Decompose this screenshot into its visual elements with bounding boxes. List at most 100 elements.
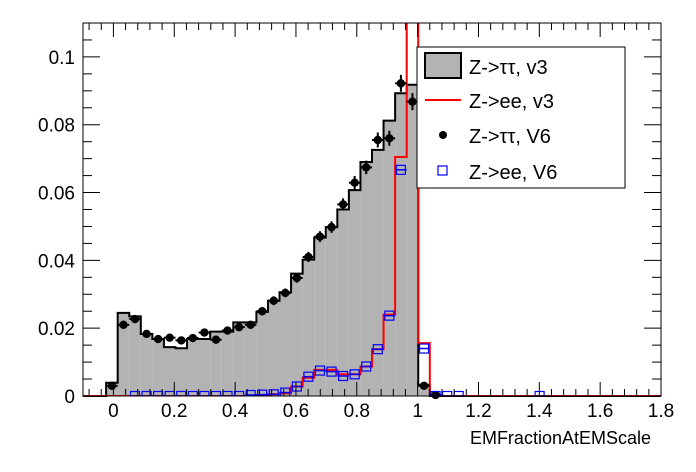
x-tick-label: 0.4 (222, 401, 249, 422)
hist-bar (256, 311, 268, 396)
legend-label: Z->ee, V6 (469, 162, 557, 184)
data-point-square (291, 381, 302, 392)
data-point-square (199, 390, 210, 396)
data-point-square (453, 390, 464, 396)
data-point (350, 178, 359, 187)
legend-swatch-square (437, 165, 448, 176)
hist-bar (383, 120, 396, 397)
hist-bar (302, 259, 315, 396)
hist-bar (117, 312, 130, 396)
hist-bar (244, 322, 257, 396)
hist-bar (372, 149, 384, 396)
data-point (130, 314, 140, 324)
hist-bar (406, 84, 419, 397)
data-point-square (361, 361, 372, 372)
y-tick-label: 0.04 (38, 251, 75, 272)
hist-bar (360, 162, 372, 396)
data-point (292, 273, 302, 283)
axes: 0 0.2 0.4 0.6 0.8 1 1.2 1.4 1.6 1.8 0 0.02 0.04 0.06 0… (38, 22, 674, 422)
hist-bar (210, 331, 222, 396)
data-point-square (384, 310, 395, 321)
legend-swatch-dot (439, 131, 447, 139)
data-point-square (233, 390, 245, 396)
hist-bar (198, 339, 211, 396)
data-point (165, 333, 174, 342)
data-point (246, 320, 255, 329)
x-tick-label: 0 (108, 401, 119, 422)
legend-label: Z->ττ, V6 (469, 126, 551, 148)
data-point-square (372, 344, 383, 355)
hist-bar (129, 316, 141, 396)
data-point-square (129, 390, 141, 396)
hist-bar (314, 237, 326, 396)
data-point-square (153, 390, 164, 396)
hist-bar (325, 227, 338, 396)
data-point (153, 334, 163, 344)
data-point (373, 135, 382, 145)
hist-bar (337, 209, 349, 396)
data-point-square (257, 389, 268, 396)
data-point-square (395, 164, 406, 175)
y-tick-label: 0.06 (38, 184, 75, 205)
data-point (362, 163, 371, 172)
data-point-square (349, 369, 360, 380)
data-point (385, 134, 394, 143)
hist-bar (267, 300, 280, 396)
x-tick-label: 1.8 (648, 401, 674, 422)
data-point-square (176, 390, 187, 396)
data-point-square (245, 389, 256, 396)
hist-bar (163, 347, 176, 396)
hist-bar (418, 384, 430, 396)
data-point-square (210, 390, 222, 396)
y-tick-label: 0.02 (38, 319, 75, 340)
data-point-square (430, 390, 441, 396)
data-point (142, 329, 151, 339)
data-point (257, 307, 267, 316)
data-point-square (418, 343, 430, 354)
data-point (315, 232, 325, 241)
x-tick-label: 0.8 (344, 401, 370, 422)
y-tick-label: 0 (64, 387, 75, 408)
data-point-square (164, 390, 175, 396)
x-tick-label: 1.4 (526, 401, 553, 422)
x-tick-label: 0.2 (161, 401, 187, 422)
data-point-square (303, 371, 314, 382)
data-point-square (222, 390, 233, 396)
data-point (211, 335, 221, 344)
data-point-square (280, 387, 291, 396)
x-tick-label: 1 (412, 401, 423, 422)
data-point-square (141, 390, 152, 396)
data-point (107, 381, 117, 391)
hist-bar (221, 331, 234, 396)
legend: Z->ττ, v3 Z->ee, v3 Z->ττ, V6 Z->ee, V6 (416, 46, 626, 189)
data-point (338, 200, 348, 209)
data-point (419, 381, 429, 391)
data-point (396, 79, 406, 88)
data-point (234, 322, 244, 332)
y-tick-label: 0.1 (49, 48, 75, 69)
hist-bar (279, 292, 292, 396)
hist-bar (175, 348, 188, 396)
data-point (327, 222, 336, 232)
data-point-square (268, 389, 279, 396)
legend-label: Z->ττ, v3 (469, 57, 548, 79)
data-point (269, 296, 278, 305)
data-point-square (326, 366, 337, 377)
hist-bar (140, 333, 153, 396)
series-ztautau-v6 (106, 74, 442, 400)
data-point-square (314, 365, 326, 376)
data-point-square (338, 370, 349, 382)
data-point (431, 390, 440, 400)
data-point (177, 336, 186, 345)
hist-bar (395, 93, 407, 396)
x-tick-label: 1.2 (465, 401, 491, 422)
data-point (281, 288, 290, 298)
hist-bar (348, 190, 361, 396)
x-axis-label: EMFractionAtEMScale (470, 428, 651, 448)
x-tick-label: 1.6 (587, 401, 613, 422)
data-point (119, 320, 128, 329)
x-tick-label: 0.6 (283, 401, 309, 422)
data-point (223, 326, 232, 335)
data-point (188, 333, 198, 343)
